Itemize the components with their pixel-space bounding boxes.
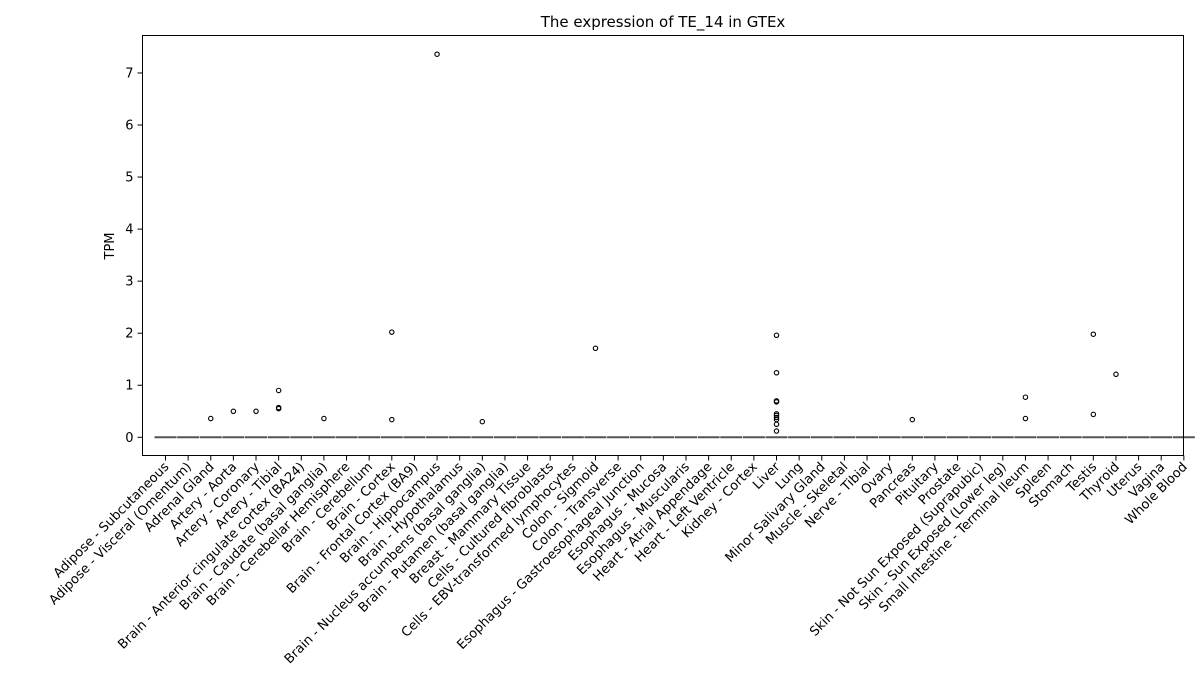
outlier-point xyxy=(773,428,780,434)
outlier-point xyxy=(773,421,780,428)
y-tick-label: 4 xyxy=(125,223,133,238)
y-axis-label: TPM xyxy=(103,233,118,261)
outlier-point xyxy=(1022,394,1029,400)
outlier-point xyxy=(479,418,486,425)
outlier-points xyxy=(208,51,1119,434)
y-tick-label: 3 xyxy=(125,275,133,290)
y-tick-label: 6 xyxy=(125,119,133,134)
outlier-point xyxy=(1090,331,1097,337)
outlier-point xyxy=(321,415,327,422)
outlier-point xyxy=(1090,411,1097,418)
outlier-point xyxy=(389,329,395,335)
outlier-point xyxy=(208,415,214,422)
y-tick-label: 5 xyxy=(125,171,133,186)
y-tick-label: 7 xyxy=(125,66,133,81)
outlier-point xyxy=(230,408,237,415)
chart-title: The expression of TE_14 in GTEx xyxy=(540,13,786,32)
outlier-point xyxy=(253,408,259,415)
y-tick-label: 0 xyxy=(125,431,133,446)
outlier-point xyxy=(275,405,282,412)
outlier-point xyxy=(773,414,780,421)
outlier-point xyxy=(592,345,599,352)
outlier-point xyxy=(1022,415,1029,422)
outlier-point xyxy=(1113,371,1119,378)
y-axis: 0 1 2 3 4 5 6 7 xyxy=(125,66,143,446)
outlier-point xyxy=(389,416,395,423)
outlier-point xyxy=(909,416,916,423)
y-tick-label: 2 xyxy=(125,327,133,342)
plot-frame xyxy=(142,35,1184,456)
outlier-point xyxy=(773,399,780,405)
outlier-point xyxy=(434,51,440,57)
y-tick-label: 1 xyxy=(125,379,133,394)
outlier-point xyxy=(773,332,780,339)
outlier-point xyxy=(773,369,780,376)
outlier-point xyxy=(275,387,282,394)
